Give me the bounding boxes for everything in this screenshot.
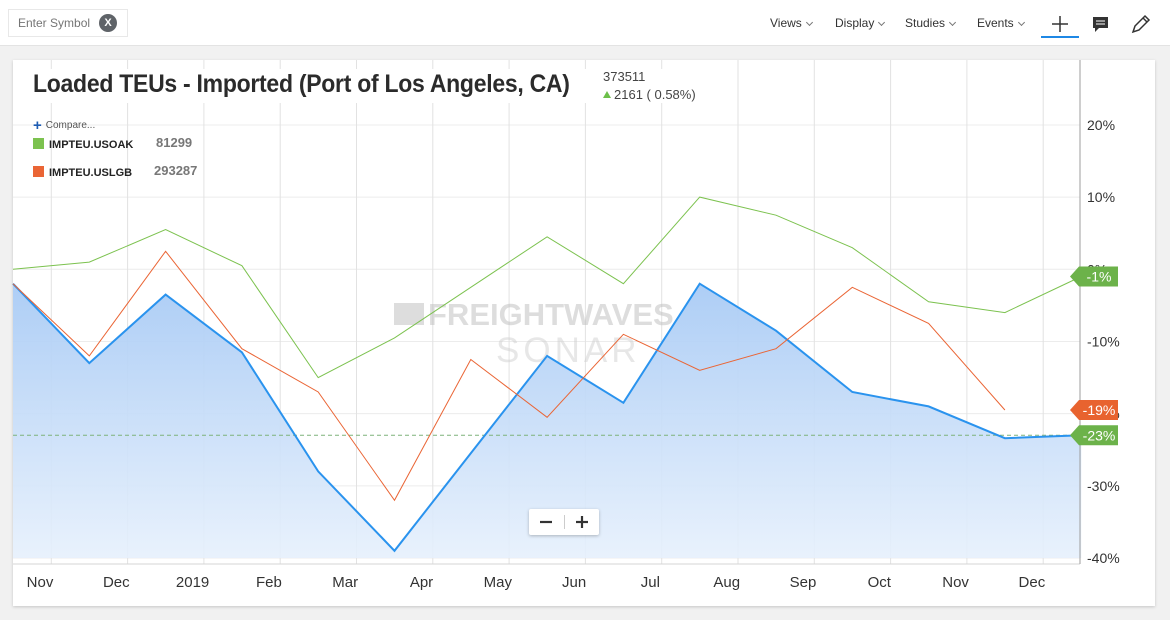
change-text: 2161 ( 0.58%) (614, 87, 696, 102)
legend-value: 293287 (154, 163, 198, 178)
end-value-tag-label: -19% (1083, 402, 1116, 418)
y-tick-label: 10% (1087, 189, 1115, 205)
zoom-control (529, 509, 599, 535)
end-value-tag: -19% (1070, 400, 1118, 421)
comment-tool-button[interactable] (1081, 10, 1119, 38)
chart-title: Loaded TEUs - Imported (Port of Los Ange… (33, 70, 570, 98)
plus-icon (576, 516, 588, 528)
clear-symbol-button[interactable]: X (99, 14, 117, 32)
compare-button[interactable]: + Compare... (33, 115, 96, 134)
last-value: 373511 (603, 69, 646, 84)
legend-value: 81299 (156, 135, 193, 150)
end-value-tag: -23% (1070, 425, 1118, 446)
watermark: FREIGHTWAVES SONAR (394, 297, 674, 370)
x-tick-label: Dec (103, 574, 130, 591)
y-tick-label: -10% (1087, 333, 1120, 349)
symbol-search: X (8, 9, 128, 37)
x-tick-label: Nov (942, 574, 969, 591)
crosshair-tool-button[interactable] (1041, 10, 1079, 38)
pencil-icon (1131, 14, 1151, 34)
x-tick-label: Aug (713, 574, 740, 591)
end-value-tag-shape (1070, 400, 1118, 421)
legend-symbol: IMPTEU.USOAK (49, 139, 134, 151)
change-value: 2161 ( 0.58%) (603, 87, 696, 102)
studies-menu-label: Studies (905, 16, 946, 30)
series-line-0 (12, 282, 1082, 553)
x-tick-label: Sep (790, 574, 817, 591)
legend-item-usoak[interactable]: IMPTEU.USOAK 81299 (33, 135, 192, 151)
symbol-input[interactable] (9, 10, 97, 36)
end-value-tag: -1% (1070, 266, 1118, 287)
legend-symbol: IMPTEU.USLGB (49, 167, 133, 179)
display-menu-label: Display (835, 16, 875, 30)
comment-icon (1093, 17, 1108, 32)
compare-label: Compare... (45, 120, 96, 131)
legend-swatch (33, 166, 44, 177)
crosshair-icon (1052, 16, 1068, 32)
y-tick-label: 20% (1087, 117, 1115, 133)
watermark-text: FREIGHTWAVES (428, 297, 674, 332)
title-box (22, 69, 718, 103)
legend-item-uslgb[interactable]: IMPTEU.USLGB 293287 (33, 163, 197, 179)
events-menu-label: Events (977, 16, 1014, 30)
zoom-separator (564, 515, 565, 529)
views-menu[interactable]: Views (770, 16, 813, 30)
x-tick-label: Dec (1019, 574, 1046, 591)
series-line-1 (12, 196, 1082, 379)
x-tick-label: Feb (256, 574, 282, 591)
draw-tool-button[interactable] (1121, 10, 1159, 38)
zoom-out-button[interactable] (529, 509, 563, 535)
x-tick-label: Jun (562, 574, 586, 591)
end-value-tag-shape (1070, 266, 1118, 287)
events-menu[interactable]: Events (977, 16, 1025, 30)
minus-icon (540, 520, 552, 524)
x-tick-label: Jul (641, 574, 660, 591)
end-value-tag-shape (1070, 425, 1118, 446)
up-arrow-icon (603, 91, 611, 98)
x-tick-label: Apr (410, 574, 433, 591)
display-menu[interactable]: Display (835, 16, 886, 30)
x-tick-label: Mar (332, 574, 358, 591)
series-line-2 (12, 250, 1006, 502)
zoom-in-button[interactable] (565, 509, 599, 535)
legend-swatch (33, 138, 44, 149)
y-tick-label: -40% (1087, 550, 1120, 566)
y-tick-label: -30% (1087, 478, 1120, 494)
views-menu-label: Views (770, 16, 802, 30)
top-toolbar: X Views Display Studies Events (0, 0, 1170, 46)
end-value-tag-label: -1% (1087, 269, 1112, 285)
x-tick-label: May (484, 574, 513, 591)
x-tick-label: Nov (27, 574, 54, 591)
end-value-tag-label: -23% (1083, 427, 1116, 443)
series-area-fill (13, 283, 1082, 558)
watermark-logo-icon (394, 303, 424, 325)
x-tick-label: 2019 (176, 574, 209, 591)
watermark-subtext: SONAR (496, 331, 640, 370)
x-tick-label: Oct (868, 574, 892, 591)
studies-menu[interactable]: Studies (905, 16, 957, 30)
plus-icon: + (33, 117, 42, 134)
